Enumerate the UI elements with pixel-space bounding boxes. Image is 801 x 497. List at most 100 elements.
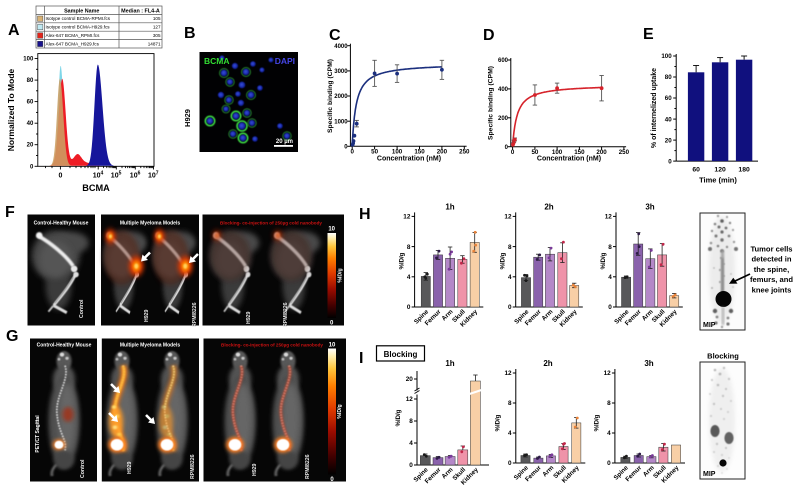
svg-text:60: 60: [27, 100, 34, 106]
svg-text:Blocking: Blocking: [707, 352, 739, 361]
svg-text:0: 0: [608, 304, 612, 311]
svg-text:50: 50: [371, 149, 378, 156]
svg-text:150: 150: [414, 149, 425, 156]
svg-text:Isotype control BCMA-H929.fcs: Isotype control BCMA-H929.fcs: [46, 25, 111, 30]
svg-text:1h: 1h: [445, 359, 454, 368]
svg-text:4: 4: [409, 440, 413, 447]
svg-text:RPMI8226: RPMI8226: [283, 302, 289, 327]
svg-text:12: 12: [504, 370, 512, 377]
svg-text:the spine,: the spine,: [754, 265, 789, 274]
svg-text:%ID/g: %ID/g: [400, 252, 406, 269]
svg-text:100: 100: [552, 149, 563, 156]
svg-text:% of internelized uptake: % of internelized uptake: [651, 68, 658, 148]
svg-text:Normalized To Mode: Normalized To Mode: [6, 68, 16, 151]
svg-text:H929: H929: [246, 311, 252, 324]
svg-text:H929: H929: [127, 461, 133, 474]
svg-text:20: 20: [406, 376, 414, 383]
svg-text:%ID/g: %ID/g: [601, 252, 607, 269]
svg-text:1000: 1000: [334, 119, 348, 125]
svg-text:Control-Healthy Mouse: Control-Healthy Mouse: [34, 221, 89, 227]
svg-text:Sample Name: Sample Name: [64, 8, 99, 14]
svg-text:12: 12: [605, 214, 613, 221]
svg-text:200: 200: [596, 149, 607, 156]
svg-text:100: 100: [661, 53, 672, 60]
svg-text:C: C: [329, 27, 341, 44]
svg-text:Control: Control: [80, 459, 86, 478]
svg-text:detected in: detected in: [751, 255, 791, 264]
svg-text:0: 0: [350, 149, 354, 156]
svg-text:107: 107: [148, 171, 159, 180]
svg-text:4: 4: [508, 430, 512, 437]
svg-text:PET/CT Sagittal: PET/CT Sagittal: [35, 415, 41, 453]
svg-text:0: 0: [508, 460, 512, 467]
svg-text:106: 106: [130, 171, 141, 180]
svg-text:0: 0: [508, 304, 512, 311]
svg-text:8: 8: [407, 244, 411, 251]
svg-text:E: E: [643, 26, 654, 43]
svg-text:Multiple Myeloma Models: Multiple Myeloma Models: [120, 221, 181, 227]
svg-text:0: 0: [330, 321, 334, 327]
svg-text:12: 12: [406, 396, 414, 403]
svg-text:8: 8: [508, 400, 512, 407]
svg-text:8: 8: [607, 400, 611, 407]
svg-text:10: 10: [328, 227, 335, 233]
svg-text:40: 40: [27, 121, 34, 127]
svg-text:600: 600: [498, 58, 509, 64]
svg-text:250: 250: [459, 149, 470, 156]
svg-text:4: 4: [607, 430, 611, 437]
svg-text:2h: 2h: [543, 359, 552, 368]
svg-text:B: B: [184, 25, 196, 42]
svg-text:H929: H929: [252, 463, 258, 476]
svg-text:150: 150: [574, 149, 585, 156]
svg-text:G: G: [6, 328, 18, 345]
svg-text:100: 100: [23, 57, 34, 63]
svg-text:8: 8: [508, 244, 512, 251]
svg-text:0: 0: [511, 149, 515, 156]
svg-text:0: 0: [30, 164, 34, 170]
svg-text:80: 80: [27, 78, 34, 84]
svg-text:400: 400: [498, 87, 509, 93]
svg-text:RPMI8226: RPMI8226: [192, 302, 198, 327]
svg-text:0: 0: [344, 145, 348, 151]
svg-text:12: 12: [504, 214, 512, 221]
svg-text:127: 127: [153, 25, 161, 30]
svg-text:40: 40: [665, 116, 672, 123]
svg-text:4: 4: [407, 274, 411, 281]
svg-text:105: 105: [111, 171, 122, 180]
svg-text:3h: 3h: [644, 359, 653, 368]
svg-text:D: D: [483, 27, 495, 44]
svg-text:0: 0: [330, 477, 334, 483]
svg-text:4: 4: [508, 274, 512, 281]
svg-text:I: I: [359, 350, 363, 367]
svg-text:RPMI8226: RPMI8226: [190, 454, 196, 479]
svg-text:Specific binding (CPM): Specific binding (CPM): [488, 66, 495, 140]
svg-text:BCMA: BCMA: [82, 183, 110, 193]
svg-text:3h: 3h: [645, 202, 654, 211]
svg-text:%ID/g: %ID/g: [337, 404, 343, 418]
svg-text:1h: 1h: [445, 202, 454, 211]
svg-text:0: 0: [607, 460, 611, 467]
svg-text:%ID/g: %ID/g: [396, 409, 402, 426]
svg-text:DAPI: DAPI: [275, 56, 295, 66]
svg-text:Specific binding (CPM): Specific binding (CPM): [327, 59, 334, 133]
svg-text:%ID/g: %ID/g: [338, 268, 344, 282]
svg-text:Blocking: Blocking: [384, 350, 418, 359]
svg-text:Control-Healthy Mouse: Control-Healthy Mouse: [37, 343, 92, 349]
svg-text:4000: 4000: [334, 44, 348, 50]
svg-text:12: 12: [403, 214, 411, 221]
svg-text:0: 0: [409, 462, 413, 469]
svg-text:0: 0: [407, 304, 411, 311]
svg-text:120: 120: [714, 167, 726, 174]
svg-text:0: 0: [505, 145, 509, 151]
svg-text:12: 12: [604, 370, 612, 377]
svg-text:100: 100: [392, 149, 403, 156]
svg-text:H: H: [359, 206, 371, 223]
svg-text:8: 8: [409, 418, 413, 425]
svg-text:RPMI8226: RPMI8226: [305, 454, 311, 479]
svg-text:2h: 2h: [544, 202, 553, 211]
svg-text:10: 10: [329, 343, 336, 349]
svg-text:H929: H929: [183, 109, 192, 127]
svg-text:femurs, and: femurs, and: [750, 275, 793, 284]
svg-text:Concentration (nM): Concentration (nM): [377, 156, 441, 163]
svg-text:200: 200: [437, 149, 448, 156]
